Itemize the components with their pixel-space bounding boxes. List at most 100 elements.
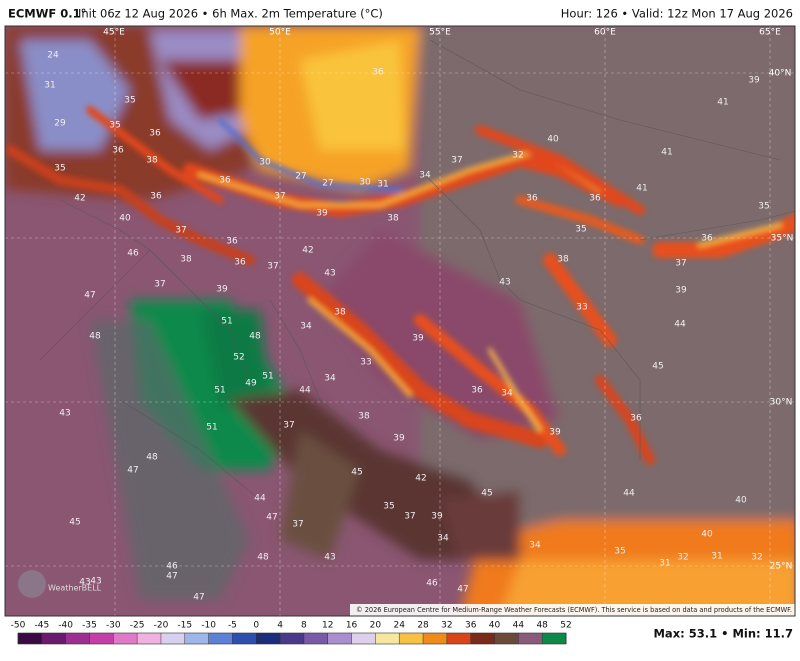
temperature-label: 43 [324,553,335,563]
temperature-label: 24 [47,51,59,61]
temperature-label: 36 [372,68,384,78]
colorbar-tick-label: 40 [489,621,501,631]
color-swatch [542,633,567,644]
temperature-label: 30 [359,178,371,188]
temperature-label: 34 [300,322,312,332]
colorbar-tick-label: 32 [441,621,452,631]
temperature-label: 36 [112,146,124,156]
temperature-label: 39 [549,428,561,438]
temperature-label: 45 [351,468,362,478]
temperature-label: 35 [758,202,769,212]
temperature-label: 35 [614,547,625,557]
temperature-label: 38 [334,308,346,318]
grid-label: 40°N [769,69,792,79]
temperature-label: 38 [180,255,192,265]
temperature-label: 31 [44,81,55,91]
run-info: Init 06z 12 Aug 2026 • 6h Max. 2m Temper… [78,7,383,21]
model-name: ECMWF 0.1° [8,7,86,21]
colorbar-tick-label: -25 [130,621,145,631]
colorbar-tick-label: -20 [154,621,169,631]
temperature-label: 36 [589,194,601,204]
map-frame [4,25,796,617]
logo-mark [18,570,46,598]
colorbar-tick-label: 20 [370,621,382,631]
colorbar-tick-label: 28 [417,621,429,631]
temperature-label: 46 [127,249,139,259]
temperature-label: 37 [292,520,303,530]
temperature-label: 37 [175,226,186,236]
max-min: Max: 53.1 • Min: 11.7 [653,627,793,641]
temperature-label: 46 [166,562,178,572]
temperature-label: 40 [701,530,713,540]
grid-label: 30°N [770,398,793,408]
grid-label: 65°E [759,28,781,38]
temperature-label: 45 [69,518,80,528]
temperature-label: 32 [751,553,762,563]
temperature-label: 36 [149,129,161,139]
heat-streaks [5,106,795,465]
temperature-label: 31 [711,552,722,562]
temperature-label: 32 [512,151,523,161]
temperature-label: 51 [214,386,225,396]
temperature-label: 39 [412,334,424,344]
grid-label: 35°N [771,234,794,244]
temperature-label: 36 [526,194,538,204]
temperature-label: 27 [295,172,306,182]
colorbar-tick-label: -5 [228,621,237,631]
temperature-label: 44 [623,489,635,499]
temperature-label: 44 [254,494,266,504]
temperature-label: 46 [426,579,438,589]
temperature-label: 37 [404,512,415,522]
temperature-label: 39 [748,76,760,86]
temperature-label: 42 [74,194,85,204]
temperature-label: 39 [216,285,228,295]
temperature-label: 47 [193,593,204,603]
grid-labels: 45°E 50°E 55°E 60°E 65°E 40°N 35°N 30°N 25°N [103,28,793,572]
grid-label: 25°N [770,562,793,572]
colorbar-tick-label: 52 [560,621,571,631]
color-swatch [184,633,210,644]
temperature-label: 44 [299,386,311,396]
temperature-label: 39 [431,512,443,522]
color-swatch [280,633,305,644]
temperature-label: 43 [499,278,510,288]
color-swatch [494,633,519,644]
color-swatch [446,633,472,644]
temperature-label: 38 [146,156,158,166]
temperature-label: 51 [206,423,217,433]
temperature-label: 47 [266,513,277,523]
temperature-label: 41 [717,98,728,108]
temperature-label: 39 [393,434,405,444]
temperature-label: 37 [154,280,165,290]
colorbar-tick-label: 36 [465,621,477,631]
temperature-label: 31 [659,559,670,569]
temperature-label: 35 [54,164,65,174]
color-swatch [375,633,400,644]
temperature-label: 41 [636,184,647,194]
color-swatch [18,633,43,644]
grid-label: 50°E [269,28,291,38]
colorbar-tick-label: -50 [11,621,26,631]
colorbar-tick-label: -10 [201,621,216,631]
borders [39,39,795,501]
color-swatch [470,633,496,644]
temperature-label: 29 [54,119,66,129]
temperature-label: 37 [274,192,285,202]
colorbar-tick-label: -45 [34,621,49,631]
temperature-label: 41 [661,148,672,158]
colorbar-tick-label: 0 [253,621,259,631]
temperature-label: 40 [547,135,559,145]
colorbar-tick-label: 44 [513,621,525,631]
color-swatch [351,633,376,644]
color-swatch [65,633,90,644]
temperature-label: 38 [557,255,569,265]
temperature-label: 45 [481,489,492,499]
temperature-label: 47 [84,291,95,301]
color-swatch [137,633,162,644]
colorbar-tick-label: 12 [322,621,333,631]
color-swatch [423,633,448,644]
temperature-label: 43 [59,409,70,419]
temperature-label: 51 [262,372,273,382]
temperature-label: 33 [576,303,587,313]
